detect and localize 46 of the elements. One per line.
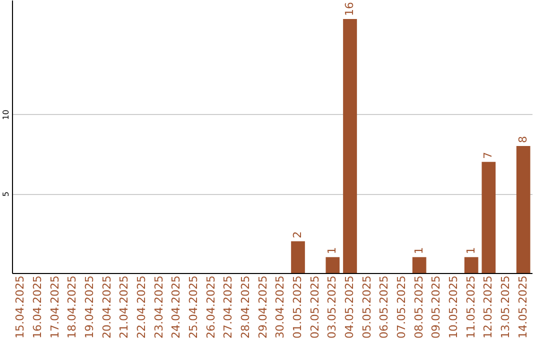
bar: [464, 257, 478, 273]
x-tick-label: 01.05.2025: [291, 276, 304, 338]
bar: [326, 257, 340, 273]
x-tick-label: 02.05.2025: [308, 276, 322, 338]
bar: [516, 146, 530, 273]
x-tick-label: 20.04.2025: [100, 276, 114, 338]
x-tick-label: 23.04.2025: [152, 276, 166, 338]
data-label: 1: [464, 247, 478, 254]
x-tick-label: 30.04.2025: [274, 276, 287, 338]
x-tick-label: 07.05.2025: [395, 276, 408, 338]
x-tick-label: 11.05.2025: [464, 276, 478, 338]
data-label: 2: [291, 231, 304, 238]
x-tick-label: 18.04.2025: [66, 276, 79, 338]
x-tick-label: 10.05.2025: [447, 276, 460, 338]
x-tick-label: 05.05.2025: [360, 276, 374, 338]
x-tick-label: 25.04.2025: [187, 276, 200, 338]
x-tick-label: 15.04.2025: [14, 276, 27, 338]
data-label: 7: [482, 152, 495, 159]
x-tick-label: 27.04.2025: [222, 276, 235, 338]
x-tick-label: 21.04.2025: [118, 276, 131, 338]
x-tick-label: 14.05.2025: [516, 276, 530, 338]
x-tick-label: 03.05.2025: [326, 276, 339, 338]
bar: [343, 19, 357, 273]
x-tick-label: 17.04.2025: [48, 276, 62, 338]
bar: [291, 241, 305, 273]
x-tick-label: 29.04.2025: [256, 276, 270, 338]
data-label: 1: [412, 247, 426, 254]
x-tick-label: 19.04.2025: [83, 276, 96, 338]
data-label: 1: [326, 247, 339, 254]
x-tick-label: 12.05.2025: [482, 276, 495, 338]
y-tick-label: 10: [2, 110, 10, 120]
x-tick-label: 09.05.2025: [430, 276, 443, 338]
bar: [412, 257, 426, 273]
data-label: 8: [516, 136, 530, 144]
bar: [482, 162, 496, 273]
x-tick-label: 13.05.2025: [499, 276, 512, 338]
x-tick-label: 28.04.2025: [239, 276, 252, 338]
data-label: 16: [343, 2, 356, 16]
x-tick-label: 24.04.2025: [170, 276, 183, 338]
x-tick-label: 06.05.2025: [378, 276, 391, 338]
x-tick-label: 04.05.2025: [343, 276, 356, 338]
x-tick-label: 16.04.2025: [31, 276, 44, 338]
x-tick-label: 26.04.2025: [204, 276, 218, 338]
x-tick-label: 08.05.2025: [412, 276, 426, 338]
y-tick-label: 5: [2, 192, 10, 197]
x-tick-label: 22.04.2025: [135, 276, 148, 338]
